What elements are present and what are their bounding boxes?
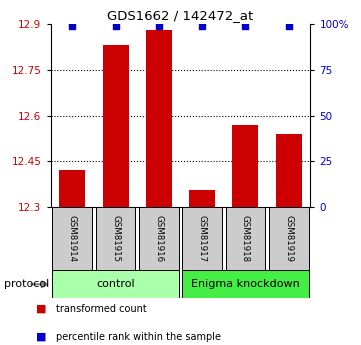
Text: control: control [96,279,135,289]
Bar [103,46,129,207]
Point [156,23,162,28]
Text: Enigma knockdown: Enigma knockdown [191,279,300,289]
Point [113,23,118,28]
Bar [52,270,179,298]
Text: GSM81917: GSM81917 [198,215,206,263]
Title: GDS1662 / 142472_at: GDS1662 / 142472_at [107,9,254,22]
Text: transformed count: transformed count [56,304,147,314]
Bar [96,207,135,271]
Bar [139,207,179,271]
Bar [182,207,222,271]
Bar [146,30,172,207]
Text: GSM81914: GSM81914 [68,215,77,263]
Bar [182,270,309,298]
Text: GSM81915: GSM81915 [111,215,120,263]
Text: protocol: protocol [4,279,49,289]
Point [286,23,292,28]
Bar [232,125,258,207]
Text: ■: ■ [36,332,47,342]
Bar [52,207,92,271]
Text: GSM81918: GSM81918 [241,215,250,263]
Text: percentile rank within the sample: percentile rank within the sample [56,332,221,342]
Bar [269,207,309,271]
Point [199,23,205,28]
Bar [276,134,302,207]
Text: GSM81919: GSM81919 [284,215,293,263]
Text: GSM81916: GSM81916 [155,215,163,263]
Point [243,23,248,28]
Bar [59,170,85,207]
Bar [226,207,265,271]
Bar [189,190,215,207]
Text: ■: ■ [36,304,47,314]
Point [69,23,75,28]
